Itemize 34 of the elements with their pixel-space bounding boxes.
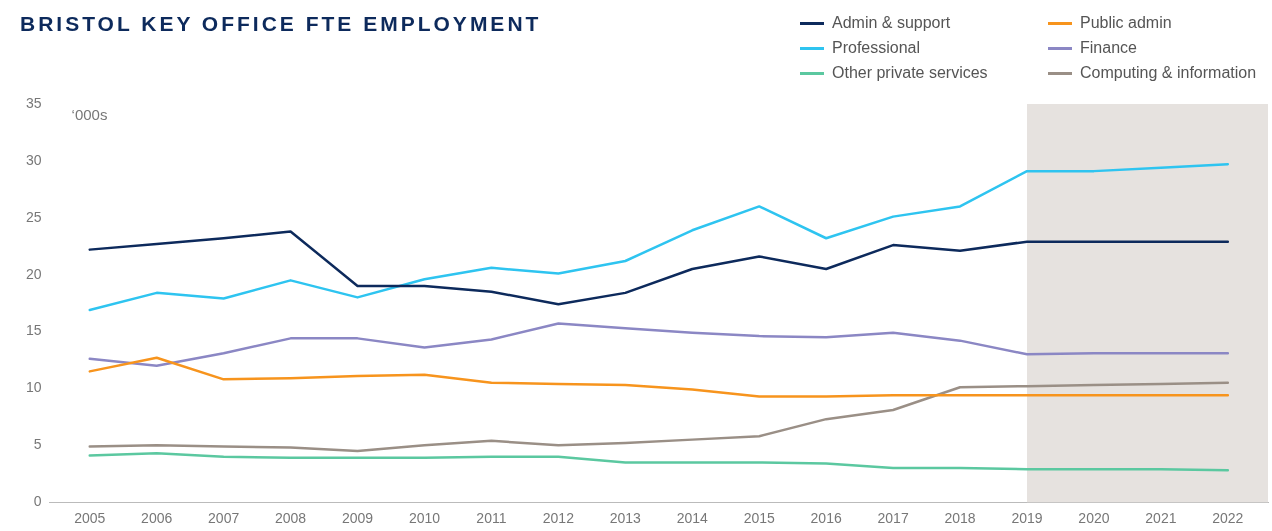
x-tick-label: 2007 — [208, 510, 240, 527]
x-tick-label: 2021 — [1145, 510, 1177, 527]
x-tick-label: 2010 — [408, 510, 441, 527]
x-tick-label: 2020 — [1078, 510, 1110, 527]
x-tick-label: 2005 — [74, 510, 106, 527]
x-tick-label: 2008 — [275, 510, 307, 527]
y-tick-label: 30 — [25, 151, 42, 168]
x-tick-label: 2011 — [476, 510, 507, 527]
y-tick-label: 35 — [25, 94, 42, 111]
legend-label: Admin & support — [832, 14, 951, 32]
y-tick-label: 15 — [25, 322, 42, 339]
y-tick-label: 10 — [25, 379, 42, 396]
legend-label: Computing & information — [1080, 64, 1257, 82]
x-tick-label: 2018 — [944, 510, 976, 527]
x-tick-label: 2022 — [1212, 510, 1244, 527]
y-tick-label: 20 — [25, 265, 42, 282]
x-tick-label: 2016 — [810, 510, 842, 527]
legend-label: Professional — [832, 39, 921, 57]
legend-label: Finance — [1080, 39, 1137, 57]
y-tick-label: 0 — [33, 493, 42, 510]
legend-label: Other private services — [832, 64, 988, 82]
x-tick-label: 2014 — [676, 510, 709, 527]
y-tick-label: 25 — [25, 208, 42, 225]
y-tick-label: 5 — [33, 436, 42, 453]
y-axis-title: ‘000s — [71, 105, 108, 123]
x-tick-label: 2006 — [141, 510, 173, 527]
legend-label: Public admin — [1080, 14, 1172, 32]
x-tick-label: 2015 — [743, 510, 775, 527]
x-tick-label: 2013 — [609, 510, 642, 527]
x-tick-label: 2012 — [542, 510, 575, 527]
x-tick-label: 2017 — [877, 510, 909, 527]
x-tick-label: 2009 — [341, 510, 374, 527]
chart-title: BRISTOL KEY OFFICE FTE EMPLOYMENT — [20, 12, 542, 36]
x-tick-label: 2019 — [1011, 510, 1043, 527]
